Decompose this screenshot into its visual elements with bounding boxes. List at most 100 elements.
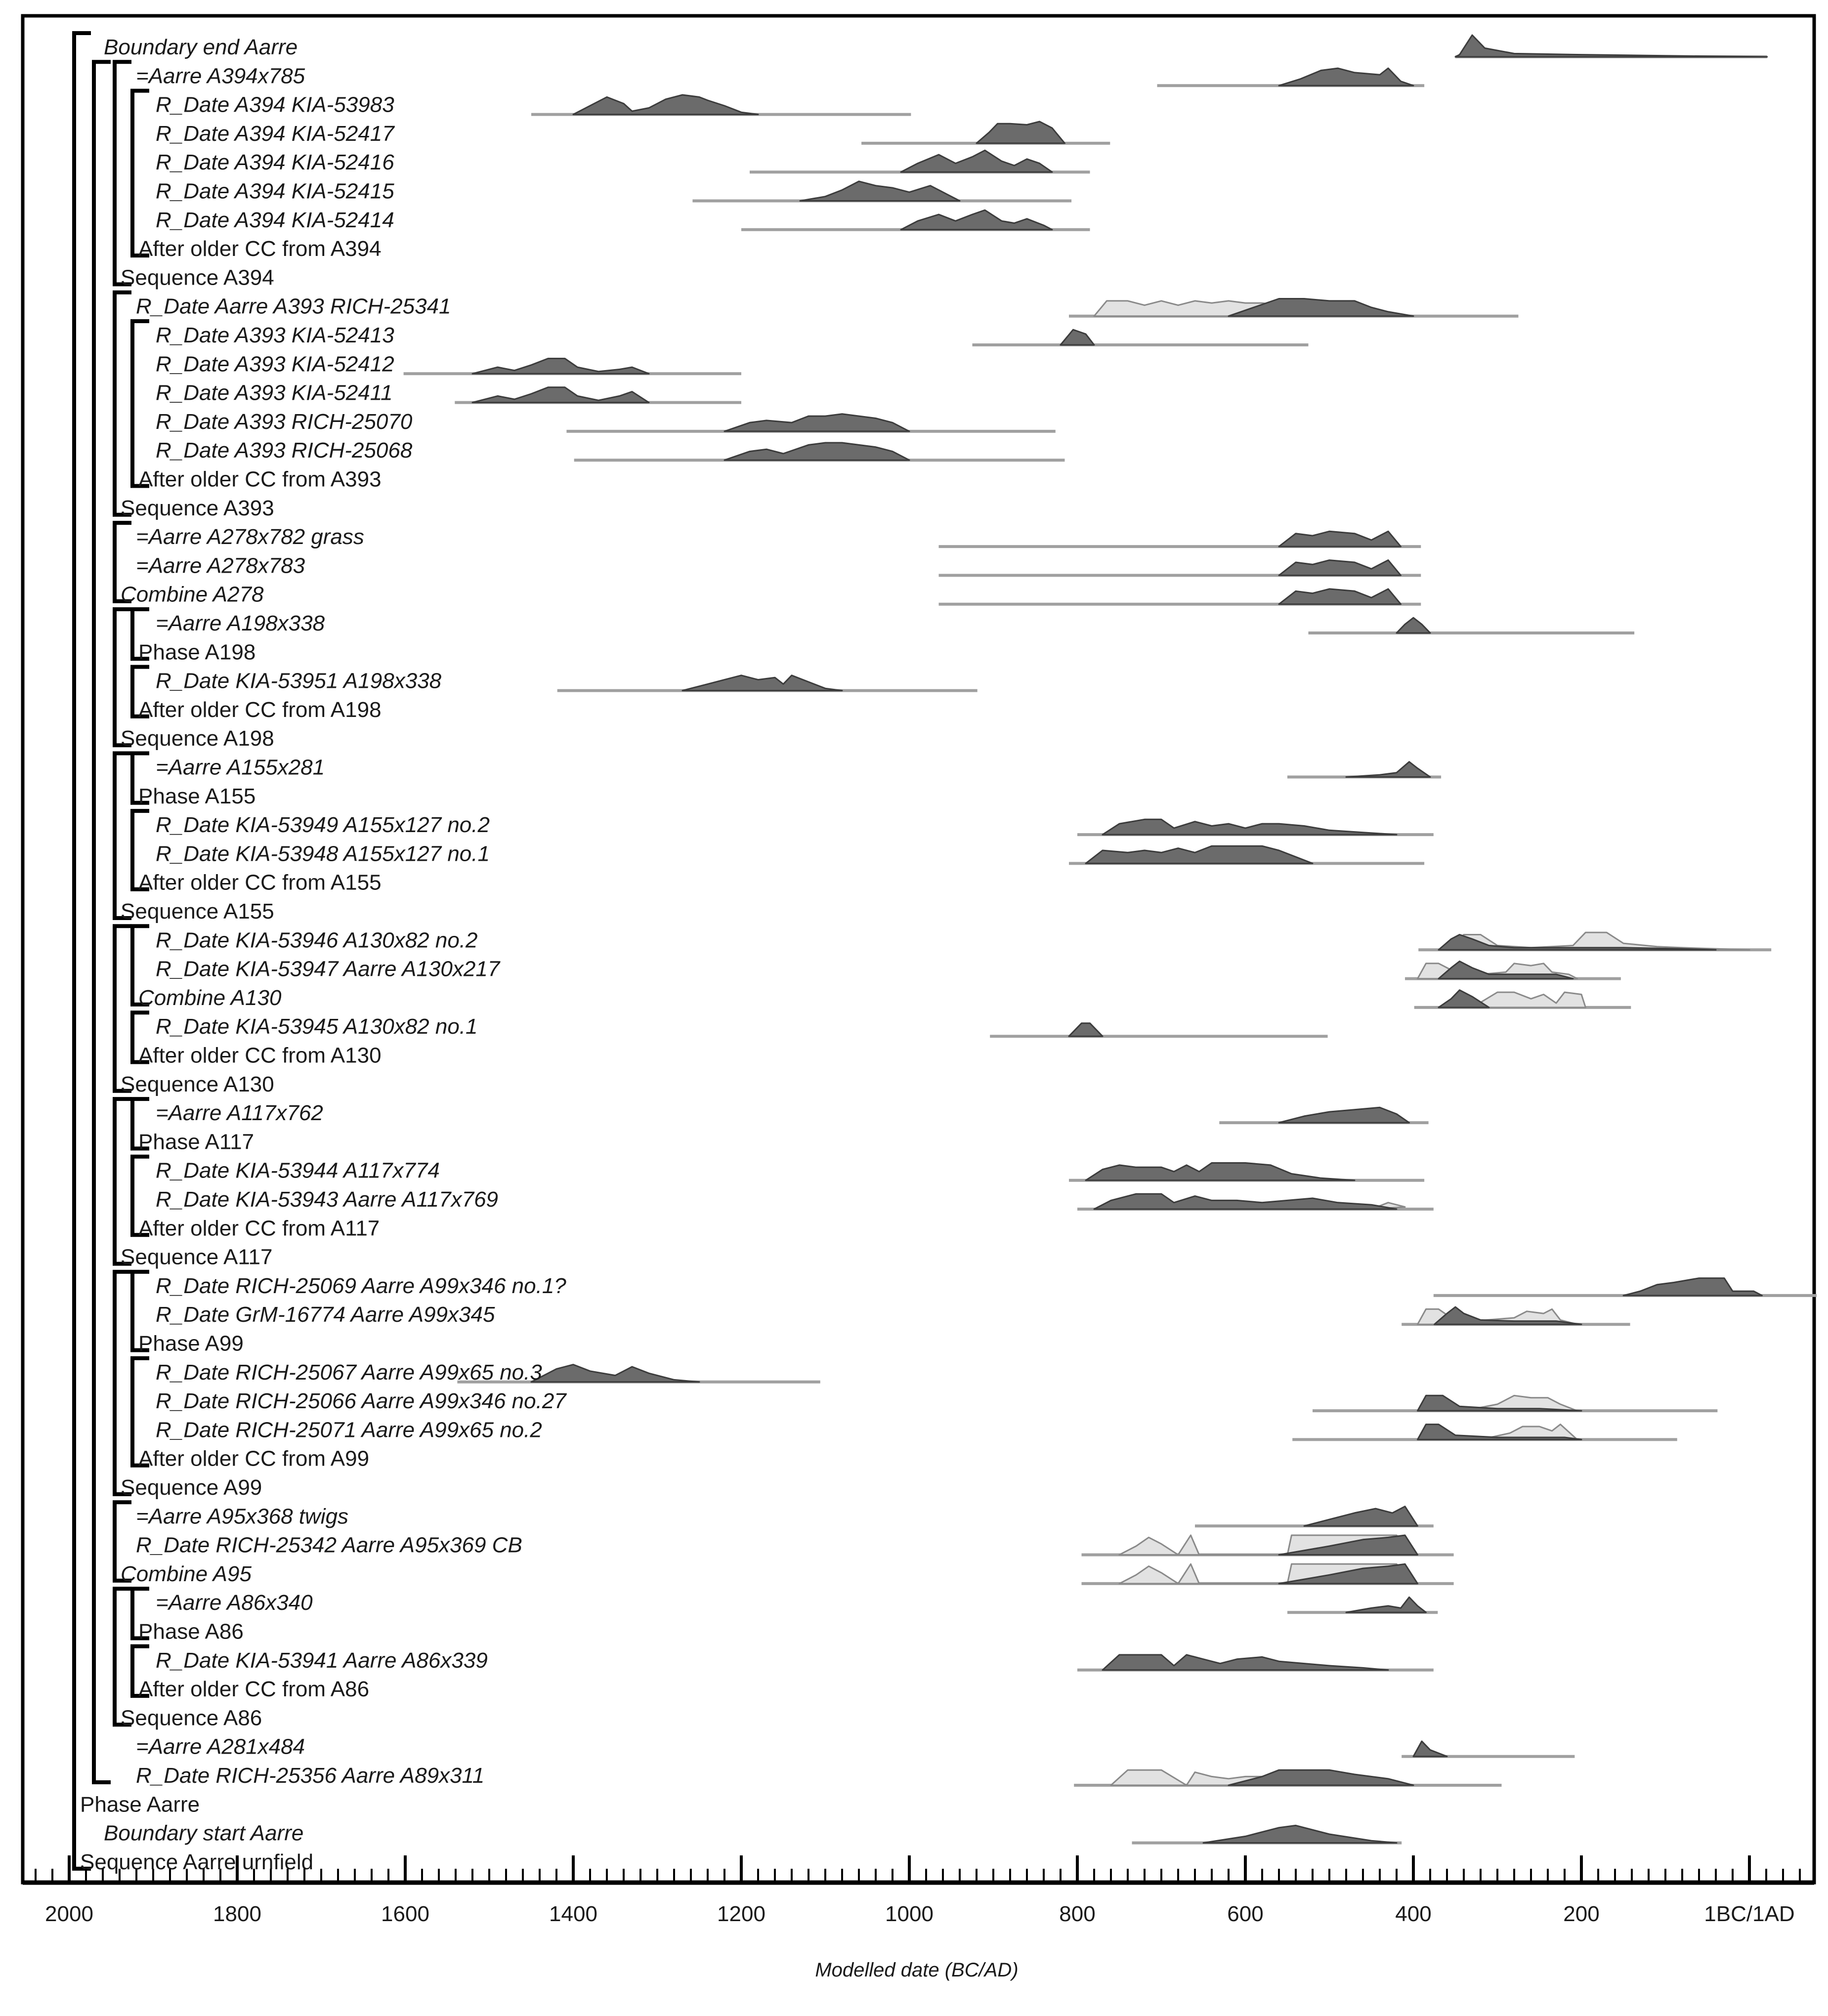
row-label: R_Date RICH-25069 Aarre A99x346 no.1? — [156, 1274, 566, 1298]
tick-label: 1600 — [381, 1902, 429, 1926]
row-label: R_Date A393 RICH-25068 — [156, 438, 413, 462]
row-label: R_Date A394 KIA-53983 — [156, 93, 394, 117]
row-label: Phase A117 — [138, 1130, 254, 1154]
bracket-phase — [130, 1154, 149, 1237]
row-label: R_Date RICH-25356 Aarre A89x311 — [136, 1764, 484, 1788]
tick-label: 2000 — [45, 1902, 93, 1926]
distribution-row — [1132, 1824, 1402, 1845]
distribution-row — [1454, 34, 1768, 58]
bracket-phase — [130, 1010, 149, 1064]
row-label: R_Date KIA-53949 A155x127 no.2 — [156, 813, 490, 837]
distribution-row — [403, 358, 741, 376]
row-label: Phase A86 — [138, 1620, 244, 1644]
x-axis-title: Modelled date (BC/AD) — [815, 1959, 1018, 1981]
distribution-row — [1287, 1596, 1438, 1614]
row-label: R_Date RICH-25067 Aarre A99x65 no.3 — [156, 1360, 542, 1385]
distribution-row — [574, 442, 1065, 462]
distribution-row — [1069, 845, 1425, 865]
bracket-sequence — [113, 1269, 131, 1496]
tick-label: 200 — [1563, 1902, 1599, 1926]
row-label: R_Date A393 KIA-52413 — [156, 323, 394, 347]
distribution-row — [531, 94, 911, 116]
bracket-phase — [130, 1097, 149, 1151]
row-label: R_Date KIA-53951 A198x338 — [156, 669, 442, 693]
bracket-phase — [130, 319, 149, 488]
distribution-row — [1292, 1424, 1677, 1441]
row-label: After older CC from A155 — [138, 871, 382, 895]
row-label: Sequence A393 — [121, 496, 274, 520]
row-label: Sequence A155 — [121, 899, 274, 924]
row-label: Sequence A86 — [121, 1706, 262, 1730]
row-label: R_Date RICH-25071 Aarre A99x65 no.2 — [156, 1418, 542, 1442]
distribution-row — [1081, 1534, 1454, 1556]
distribution-row — [557, 674, 978, 692]
row-label: Phase Aarre — [80, 1792, 200, 1816]
bracket-sequence — [113, 607, 131, 748]
distribution-row — [1219, 1106, 1429, 1125]
row-label: R_Date KIA-53941 Aarre A86x339 — [156, 1648, 488, 1673]
row-label: After older CC from A393 — [138, 467, 382, 492]
distribution-row — [1308, 617, 1635, 634]
tick-label: 600 — [1227, 1902, 1263, 1926]
row-label: Sequence A99 — [121, 1475, 262, 1500]
row-label: R_Date RICH-25066 Aarre A99x346 no.27 — [156, 1389, 567, 1413]
row-label: Sequence A198 — [121, 726, 274, 751]
row-label: Sequence A130 — [121, 1072, 274, 1096]
bracket-phase — [130, 751, 149, 805]
row-label: R_Date KIA-53945 A130x82 no.1 — [156, 1014, 478, 1039]
distribution-row — [1077, 1654, 1434, 1672]
row-label: Combine A130 — [138, 986, 282, 1010]
row-label: =Aarre A155x281 — [156, 756, 325, 780]
bracket-sequence — [113, 1097, 131, 1266]
bracket-combine — [113, 1500, 131, 1583]
bracket-phase — [130, 665, 149, 718]
row-label: =Aarre A95x368 twigs — [136, 1504, 348, 1528]
bracket-phase — [130, 1644, 149, 1698]
distribution-row — [1074, 1769, 1502, 1787]
tick-label: 1BC/1AD — [1704, 1902, 1794, 1926]
row-label: After older CC from A117 — [138, 1216, 380, 1240]
tick-label: 400 — [1395, 1902, 1431, 1926]
distribution-row — [1069, 1162, 1425, 1182]
row-label: R_Date GrM-16774 Aarre A99x345 — [156, 1302, 495, 1327]
distribution-row — [1157, 67, 1425, 87]
tick-label: 1200 — [717, 1902, 765, 1926]
distribution-row — [1069, 298, 1519, 318]
bracket-phase — [130, 1587, 149, 1640]
model-structure-brackets — [72, 31, 149, 1871]
distribution-row — [938, 588, 1421, 606]
bracket-phase — [130, 1356, 149, 1468]
tick-label: 1800 — [213, 1902, 261, 1926]
bracket-sequence — [113, 290, 131, 517]
distribution-row — [1195, 1506, 1434, 1528]
row-label: Phase A99 — [138, 1332, 244, 1356]
row-label: R_Date A393 RICH-25070 — [156, 410, 413, 434]
bracket-sequence — [72, 31, 91, 1871]
probability-distributions — [403, 34, 1817, 1845]
bracket-sequence — [113, 1587, 131, 1727]
bracket-phase — [130, 607, 149, 661]
row-label: =Aarre A198x338 — [156, 611, 325, 635]
distribution-row — [750, 149, 1090, 174]
distribution-row — [692, 180, 1072, 203]
row-label: Phase A155 — [138, 784, 255, 808]
row-label: Sequence A394 — [121, 265, 274, 290]
row-label: =Aarre A278x783 — [136, 553, 305, 578]
distribution-row — [741, 209, 1090, 231]
tick-label: 1000 — [885, 1902, 934, 1926]
bracket-sequence — [113, 924, 131, 1093]
distribution-row — [1287, 761, 1442, 779]
row-label: After older CC from A198 — [138, 698, 382, 722]
row-label: R_Date KIA-53943 Aarre A117x769 — [156, 1187, 498, 1212]
bracket-sequence — [113, 751, 131, 920]
row-label: After older CC from A394 — [138, 237, 382, 261]
bracket-sequence — [113, 60, 131, 287]
distribution-row — [455, 386, 741, 404]
tick-label: 800 — [1059, 1902, 1095, 1926]
x-axis: 2000 1800 1600 1400 1200 1000 800 600 400 200 1BC/… — [23, 1855, 1814, 1926]
bracket-phase — [130, 88, 149, 258]
row-label: R_Date A393 KIA-52412 — [156, 352, 394, 376]
row-label: =Aarre A281x484 — [136, 1735, 305, 1759]
row-labels: Boundary end Aarre =Aarre A394x785 R_Date … — [80, 35, 567, 1874]
